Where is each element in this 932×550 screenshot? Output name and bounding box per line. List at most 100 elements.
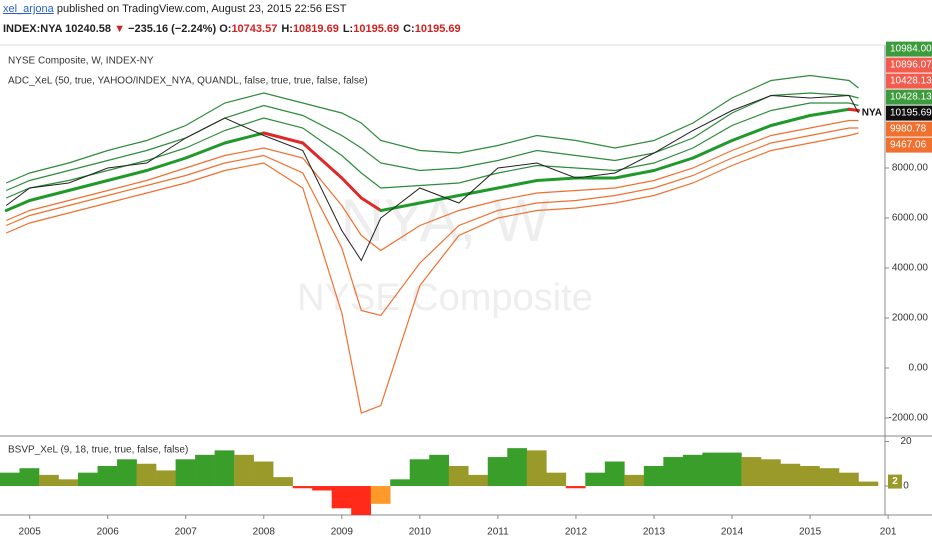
moving-average <box>223 131 266 145</box>
moving-average <box>652 156 695 172</box>
x-tick-label: 2011 <box>487 527 509 538</box>
oscillator-bar <box>429 454 450 487</box>
x-tick-label: 2006 <box>97 527 120 538</box>
ohlc: O:10743.57 H:10819.69 L:10195.69 C:10195.69 <box>219 23 464 35</box>
oscillator-bar <box>312 486 332 491</box>
band-line <box>5 74 859 184</box>
x-tick-label: 2008 <box>253 527 276 538</box>
oscillator-bar <box>58 479 79 487</box>
x-tick-label: 2010 <box>409 527 432 538</box>
ohlc-key: H: <box>281 23 293 35</box>
y-tick-label: 8000.00 <box>892 163 929 174</box>
oscillator-bar <box>214 450 235 487</box>
ohlc-value: 10743.57 <box>231 23 278 35</box>
change: −235.16 (−2.24%) <box>128 23 217 35</box>
arrow: ▼ <box>114 23 125 35</box>
x-tick-label: 2014 <box>721 527 744 538</box>
band-line <box>5 119 859 252</box>
y-tick-label: 0 <box>903 481 909 492</box>
oscillator-bar <box>156 470 176 487</box>
y-tick-label: -2000.00 <box>889 413 929 424</box>
moving-average <box>730 124 773 142</box>
value-tag <box>888 474 902 489</box>
header: xel_arjona published on TradingView.com,… <box>0 0 932 42</box>
oscillator-bar <box>721 452 742 487</box>
moving-average <box>28 189 71 202</box>
moving-average <box>262 131 305 145</box>
oscillator-bar <box>663 457 684 487</box>
moving-average <box>184 141 227 160</box>
oscillator-bar <box>702 452 723 487</box>
moving-average <box>145 156 188 172</box>
price-tag <box>886 73 932 89</box>
ohlc-value: 10195.69 <box>414 23 461 35</box>
price-tag <box>886 41 932 57</box>
author[interactable]: xel_arjona <box>3 3 54 15</box>
band-line <box>5 92 859 192</box>
moving-average <box>613 169 656 180</box>
oscillator-bar <box>604 461 625 487</box>
symbol-tag: NYA <box>862 108 882 119</box>
moving-average <box>769 114 812 127</box>
oscillator-bar <box>507 448 528 487</box>
price-line <box>5 94 859 262</box>
oscillator-bar <box>780 463 801 487</box>
moving-average <box>67 179 110 192</box>
x-tick-label: 2012 <box>565 527 588 538</box>
ohlc-value: 10195.69 <box>353 23 400 35</box>
x-tick-label: 2015 <box>799 527 822 538</box>
oscillator-bar <box>741 457 762 487</box>
oscillator-bar <box>175 459 196 487</box>
published: published on TradingView.com, August 23,… <box>56 3 347 15</box>
ohlc-key: C: <box>403 23 415 35</box>
moving-average <box>301 141 344 180</box>
oscillator-bar <box>78 472 98 487</box>
quote-line: INDEX:NYA 10240.58 ▼ −235.16 (−2.24%) O:… <box>3 23 465 35</box>
oscillator-bar <box>546 472 567 487</box>
price-tag <box>886 121 932 137</box>
oscillator-bar <box>370 486 391 504</box>
watermark: NYSE Composite <box>297 277 593 319</box>
ohlc-key: O: <box>219 23 232 35</box>
oscillator-bar <box>799 465 820 487</box>
oscillator-bar <box>19 468 40 487</box>
x-tick-label: 2009 <box>331 527 354 538</box>
price-tag <box>886 89 932 105</box>
oscillator-bar <box>526 450 547 487</box>
oscillator-bar <box>858 481 879 487</box>
oscillator-bar <box>117 459 137 487</box>
value-tag-label: 2 <box>892 476 898 487</box>
price-tag <box>886 137 932 153</box>
oscillator-bar <box>0 472 20 487</box>
indicator-label: ADC_XeL (50, true, YAHOO/INDEX_NYA, QUAN… <box>8 76 368 87</box>
moving-average <box>457 186 500 197</box>
y-tick-label: 2000.00 <box>892 313 929 324</box>
oscillator-bar <box>253 461 274 487</box>
symbol: INDEX:NYA <box>3 23 63 35</box>
oscillator-bar <box>234 454 254 487</box>
price-tag-label: 10428.13 <box>890 76 932 87</box>
price-tag-label: 9980.78 <box>890 124 927 135</box>
x-tick-label: 2007 <box>175 527 198 538</box>
oscillator-bar <box>643 465 664 487</box>
oscillator-bar <box>468 474 489 487</box>
publish-line: xel_arjona published on TradingView.com,… <box>3 3 347 15</box>
price-tag <box>886 105 932 121</box>
oscillator-bar <box>487 457 508 487</box>
x-tick-label: 201 <box>880 527 897 538</box>
y-tick-label: 20 <box>900 436 912 447</box>
oscillator-bar <box>838 472 859 487</box>
oscillator-bar <box>292 486 313 489</box>
oscillator-bar <box>273 477 293 487</box>
oscillator-bar <box>585 472 606 487</box>
oscillator-bar <box>136 463 157 487</box>
oscillator-bar <box>819 468 840 487</box>
y-tick-label: 6000.00 <box>892 213 929 224</box>
price-tag-label: 10984.00 <box>890 44 932 55</box>
band-line <box>5 132 859 414</box>
moving-average <box>808 107 851 117</box>
oscillator-bar <box>760 459 781 487</box>
ohlc-key: L: <box>342 23 354 35</box>
